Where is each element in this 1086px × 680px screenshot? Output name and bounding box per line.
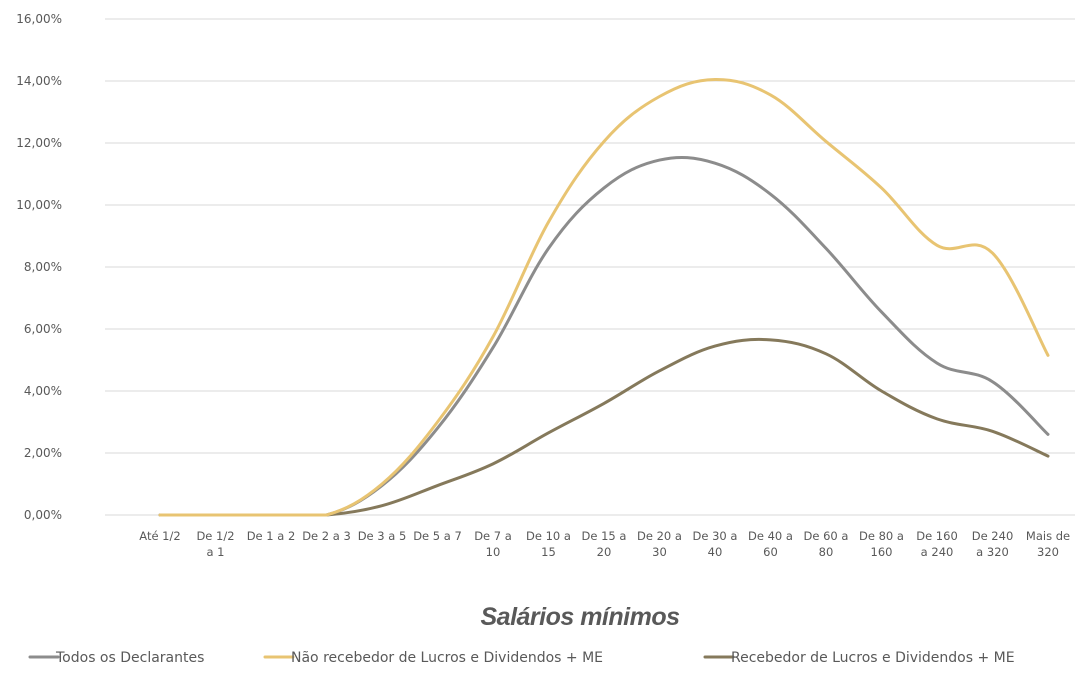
x-tick-label: Mais de 320 [1026,529,1070,559]
y-tick-label: 4,00% [24,384,62,398]
x-tick-label: Até 1/2 [139,529,180,543]
series-lines [158,77,1050,517]
y-tick-label: 14,00% [16,74,62,88]
series-line-3 [158,337,1050,517]
x-tick-label: De 30 a 40 [693,529,738,559]
x-axis-tick-labels: Até 1/2 De 1/2 a 1 De 1 a 2 De 2 a 3 De 3 a 5… [139,529,1070,559]
x-tick-label: De 160 a 240 [916,529,958,559]
gridlines [105,18,1075,516]
y-tick-label: 0,00% [24,508,62,522]
legend: Todos os Declarantes Não recebedor de Luc… [28,650,1015,666]
legend-entry: Recebedor de Lucros e Dividendos + ME [731,650,1015,666]
x-tick-label: De 20 a 30 [637,529,682,559]
x-tick-label: De 40 a 60 [748,529,793,559]
x-tick-label: De 7 a 10 [474,529,512,559]
x-tick-label: De 10 a 15 [526,529,571,559]
y-tick-label: 16,00% [16,12,62,26]
y-tick-label: 8,00% [24,260,62,274]
x-tick-label: De 3 a 5 [358,529,407,543]
series-line-1 [158,155,1050,517]
x-axis-title: Salários mínimos [480,603,680,631]
legend-entry: Todos os Declarantes [55,650,204,666]
legend-entry: Não recebedor de Lucros e Dividendos + M… [291,650,603,666]
y-axis-tick-labels: 0,00% 2,00% 4,00% 6,00% 8,00% 10,00% 12,00% 14,… [16,12,62,522]
x-tick-label: De 1 a 2 [247,529,296,543]
y-tick-label: 10,00% [16,198,62,212]
x-tick-label: De 5 a 7 [413,529,462,543]
y-tick-label: 2,00% [24,446,62,460]
x-tick-label: De 60 a 80 [804,529,849,559]
series-line-2 [158,77,1050,517]
x-tick-label: De 2 a 3 [302,529,351,543]
x-tick-label: De 80 a 160 [859,529,904,559]
x-tick-label: De 15 a 20 [582,529,627,559]
x-tick-label: De 240 a 320 [972,529,1014,559]
y-tick-label: 12,00% [16,136,62,150]
y-tick-label: 6,00% [24,322,62,336]
x-tick-label: De 1/2 a 1 [196,529,234,559]
